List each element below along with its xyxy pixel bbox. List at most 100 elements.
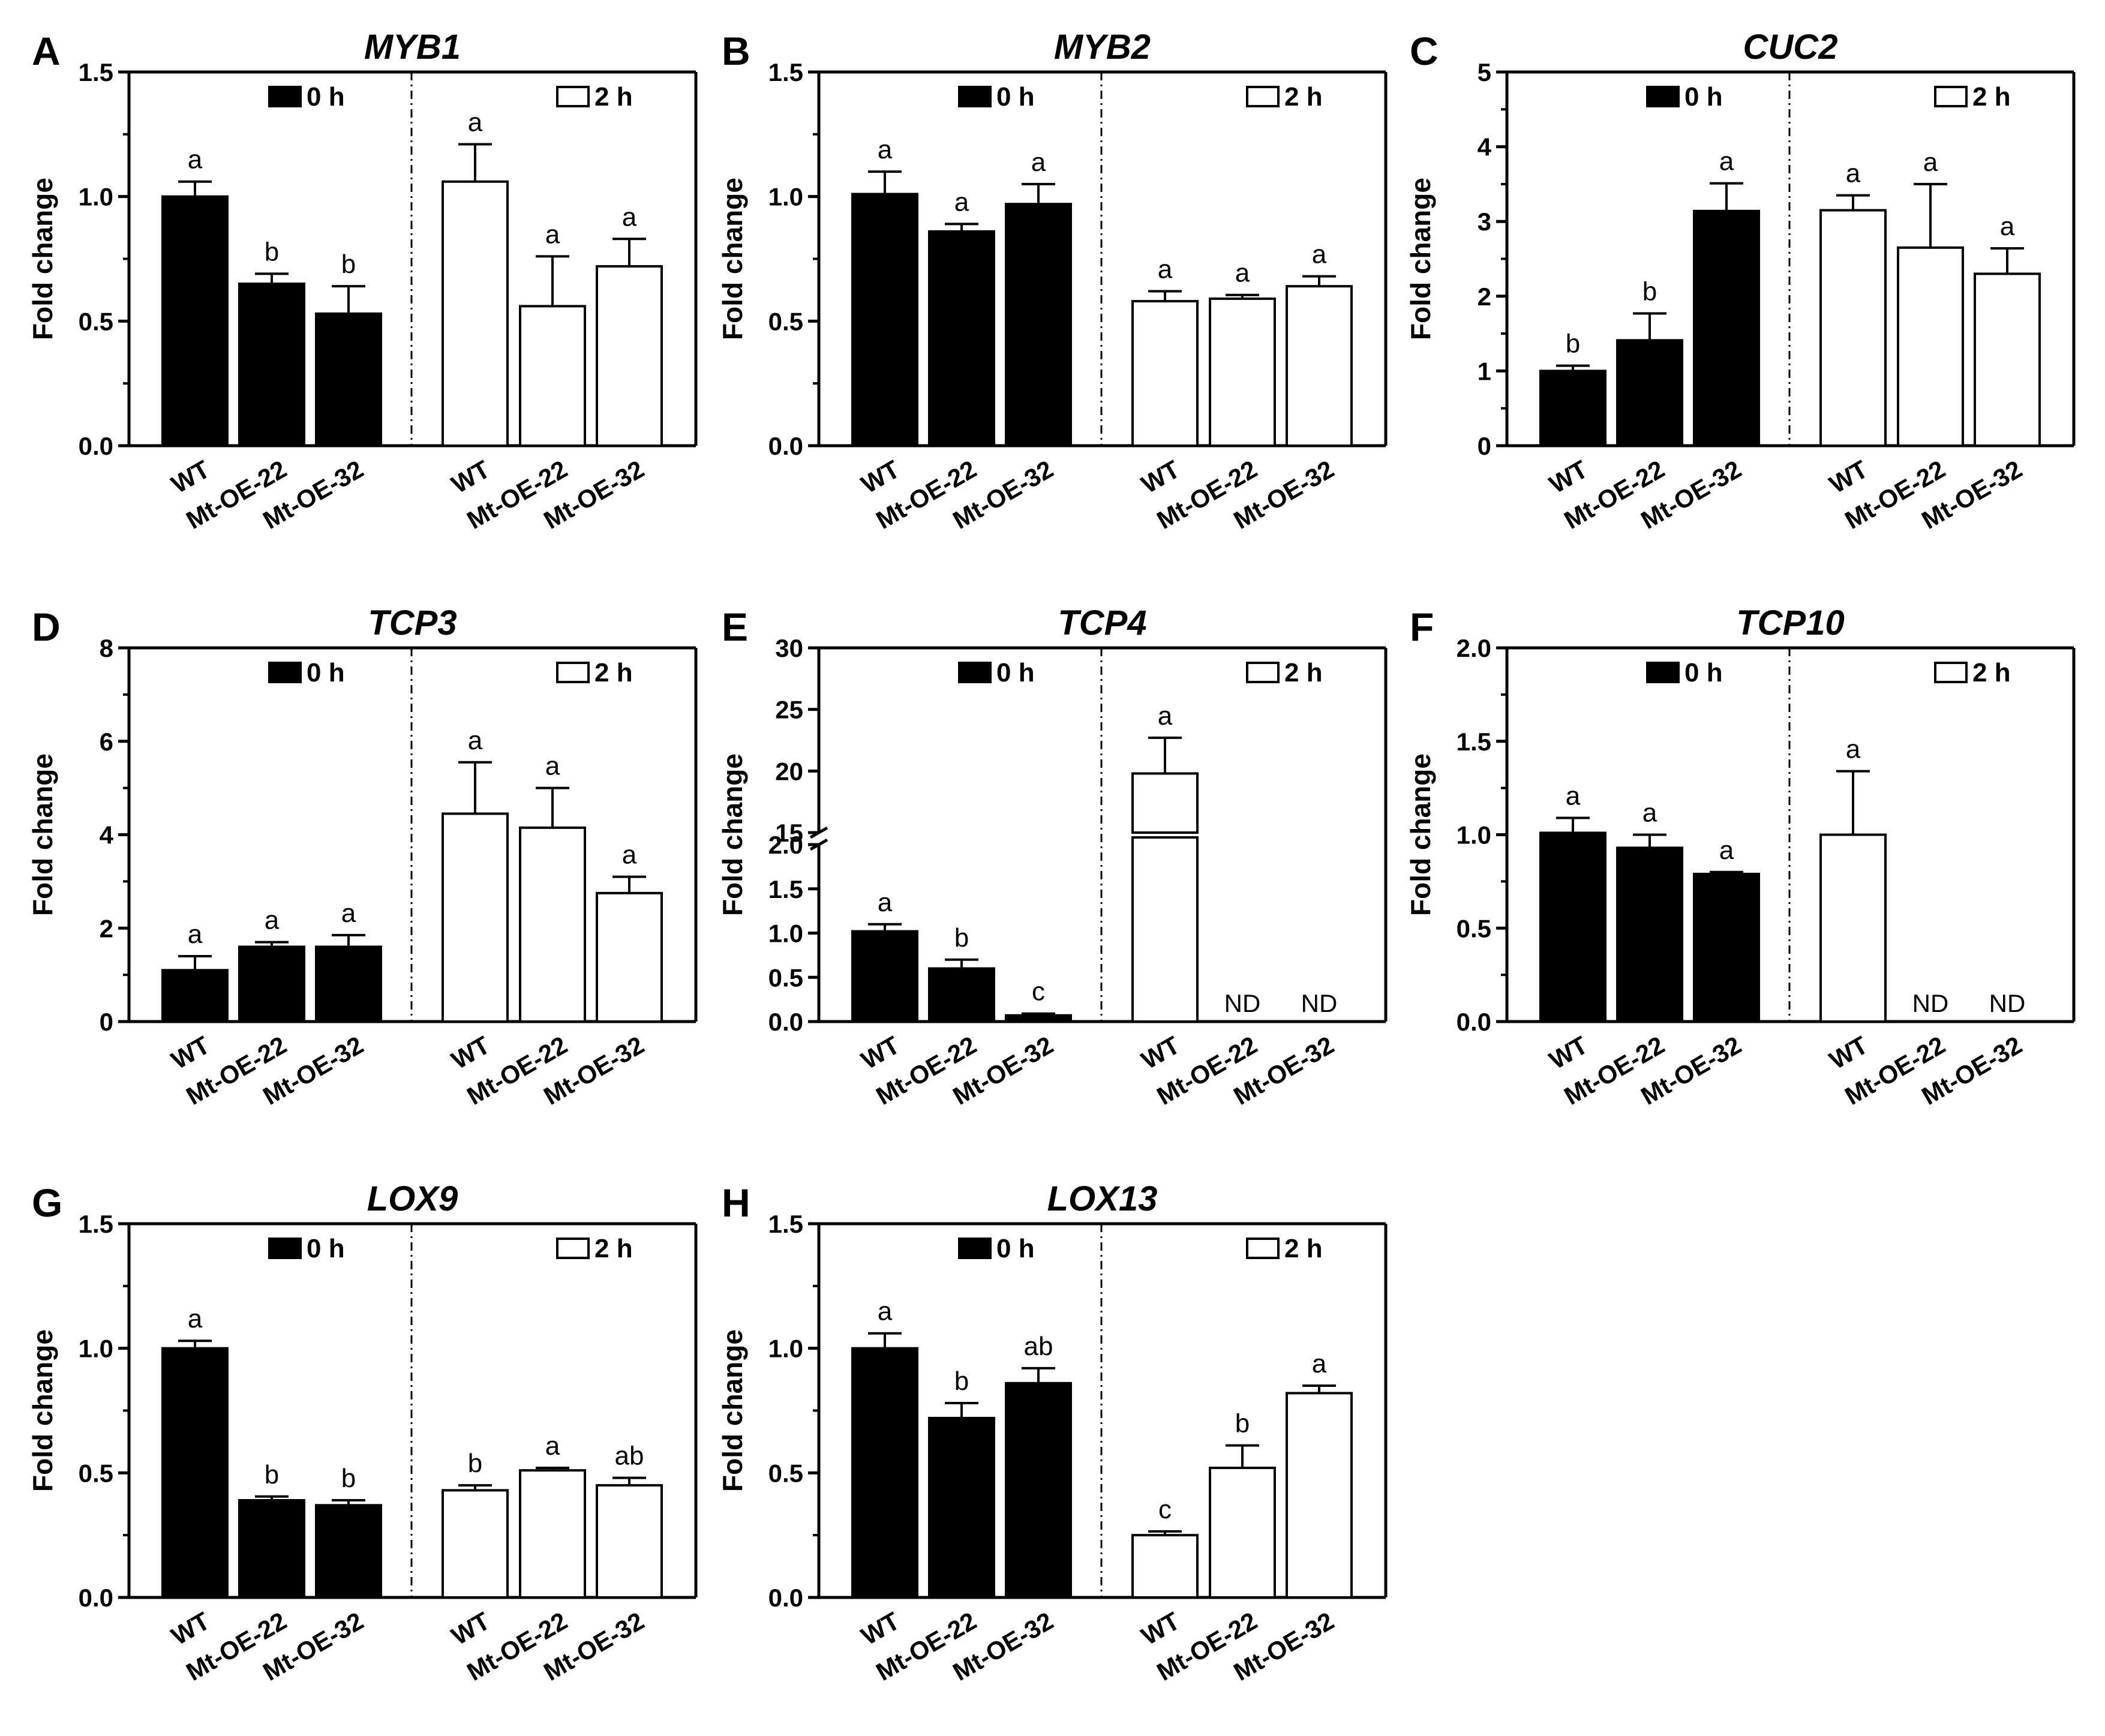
legend-label-2h: 2 h: [1284, 658, 1323, 687]
significance-letter: b: [341, 1464, 356, 1493]
bar-2h: [442, 1489, 509, 1599]
legend-swatch-2h: [556, 1238, 590, 1259]
y-tick-label: 1: [1478, 357, 1491, 385]
bar-2h: [1286, 285, 1353, 447]
significance-letter: a: [622, 840, 637, 870]
legend-swatch-0h: [958, 86, 992, 107]
bar-0h: [928, 230, 995, 447]
significance-letter: a: [1719, 836, 1734, 865]
y-tick-label: 2: [100, 914, 113, 942]
panel-title: TCP4: [1058, 603, 1146, 642]
significance-letter: a: [545, 752, 560, 781]
panel-title: CUC2: [1743, 28, 1838, 67]
panel-title: LOX13: [1047, 1179, 1158, 1218]
bar-0h: [1539, 370, 1606, 447]
legend-swatch-0h: [958, 1238, 992, 1259]
y-tick-label: 8: [100, 634, 113, 662]
y-tick-label: 2.0: [1457, 634, 1491, 662]
panel-letter: A: [32, 29, 61, 73]
significance-letter: c: [1158, 1495, 1172, 1524]
significance-letter: a: [265, 906, 280, 935]
bar-2h: [1897, 246, 1964, 447]
y-tick-label: 0.0: [768, 1008, 803, 1036]
not-detected-label: ND: [1989, 989, 2026, 1017]
y-tick-label: 1.0: [1457, 821, 1491, 849]
y-tick-label: 0.5: [79, 1459, 113, 1487]
panel-letter: F: [1410, 605, 1434, 649]
significance-letter: a: [188, 145, 203, 175]
y-tick-label: 0: [1478, 432, 1491, 460]
bar-0h: [238, 945, 305, 1023]
bar-0h: [1539, 831, 1606, 1023]
bar-2h: [442, 180, 509, 447]
bar-2h: [1286, 1392, 1353, 1599]
panel-title: MYB2: [1054, 28, 1151, 67]
y-tick-label: 0.0: [768, 1584, 803, 1612]
significance-letter: a: [622, 202, 637, 232]
y-tick-label: 5: [1478, 58, 1491, 86]
y-tick-label: 1.5: [79, 58, 113, 86]
legend-label-0h: 0 h: [307, 82, 345, 112]
legend-label-0h: 0 h: [996, 82, 1035, 112]
y-tick-label: 4: [1478, 133, 1492, 161]
bar-0h: [315, 312, 382, 447]
legend-label-2h: 2 h: [1284, 1234, 1323, 1263]
legend-label-0h: 0 h: [996, 658, 1035, 687]
y-axis-label: Fold change: [717, 178, 748, 340]
y-tick-label: 1.0: [79, 1335, 113, 1363]
significance-letter: a: [341, 899, 356, 928]
legend-swatch-2h: [556, 662, 590, 683]
y-tick-label: 0.5: [79, 307, 113, 335]
bar-break-gap: [1131, 834, 1199, 836]
y-axis-label: Fold change: [27, 178, 58, 340]
bar-0h: [161, 195, 229, 447]
bar-2h: [596, 265, 663, 447]
panel-letter: E: [722, 605, 748, 649]
panel-title: MYB1: [364, 28, 461, 67]
legend-label-0h: 0 h: [1684, 82, 1723, 112]
y-tick-label: 20: [775, 757, 803, 785]
bar-2h: [596, 891, 663, 1023]
not-detected-label: ND: [1301, 989, 1338, 1017]
y-axis-label: Fold change: [1405, 178, 1436, 340]
bar-0h: [928, 967, 995, 1023]
bar-0h: [1693, 872, 1760, 1023]
panel-title: TCP3: [368, 603, 457, 642]
significance-letter: a: [1312, 1349, 1327, 1378]
bar-2h: [1131, 772, 1199, 834]
significance-letter: a: [545, 1431, 560, 1461]
significance-letter: a: [878, 135, 893, 164]
legend-swatch-0h: [958, 662, 992, 683]
legend-swatch-2h: [1246, 1238, 1280, 1259]
y-tick-label: 1.0: [768, 1335, 803, 1363]
y-tick-label: 1.5: [79, 1210, 113, 1238]
y-tick-label: 3: [1478, 208, 1491, 236]
legend-label-2h: 2 h: [594, 658, 633, 687]
significance-letter: a: [878, 1297, 893, 1326]
bar-0h: [1693, 209, 1760, 447]
y-tick-label: 0.5: [768, 963, 803, 992]
legend-swatch-0h: [1646, 662, 1680, 683]
panel-letter: G: [32, 1181, 62, 1225]
legend-swatch-2h: [1934, 86, 1968, 107]
y-axis-label: Fold change: [717, 1329, 748, 1492]
legend-swatch-0h: [268, 1238, 302, 1259]
bar-2h: [1131, 1534, 1199, 1599]
legend-label-2h: 2 h: [1972, 82, 2011, 112]
bar-2h: [1209, 1467, 1276, 1599]
y-axis-label: Fold change: [1405, 753, 1436, 916]
bar-2h: [442, 812, 509, 1023]
legend-swatch-0h: [268, 662, 302, 683]
significance-letter: a: [1846, 159, 1861, 188]
y-tick-label: 0: [100, 1008, 113, 1036]
significance-letter: ab: [615, 1441, 644, 1471]
bar-0h: [1005, 1014, 1072, 1023]
bar-2h-lower: [1131, 836, 1199, 1023]
bar-2h: [1974, 272, 2041, 447]
bar-0h: [1616, 846, 1683, 1023]
bar-0h: [161, 969, 229, 1023]
legend-swatch-2h: [1246, 86, 1280, 107]
not-detected-label: ND: [1912, 989, 1949, 1017]
bar-0h: [851, 1347, 918, 1599]
